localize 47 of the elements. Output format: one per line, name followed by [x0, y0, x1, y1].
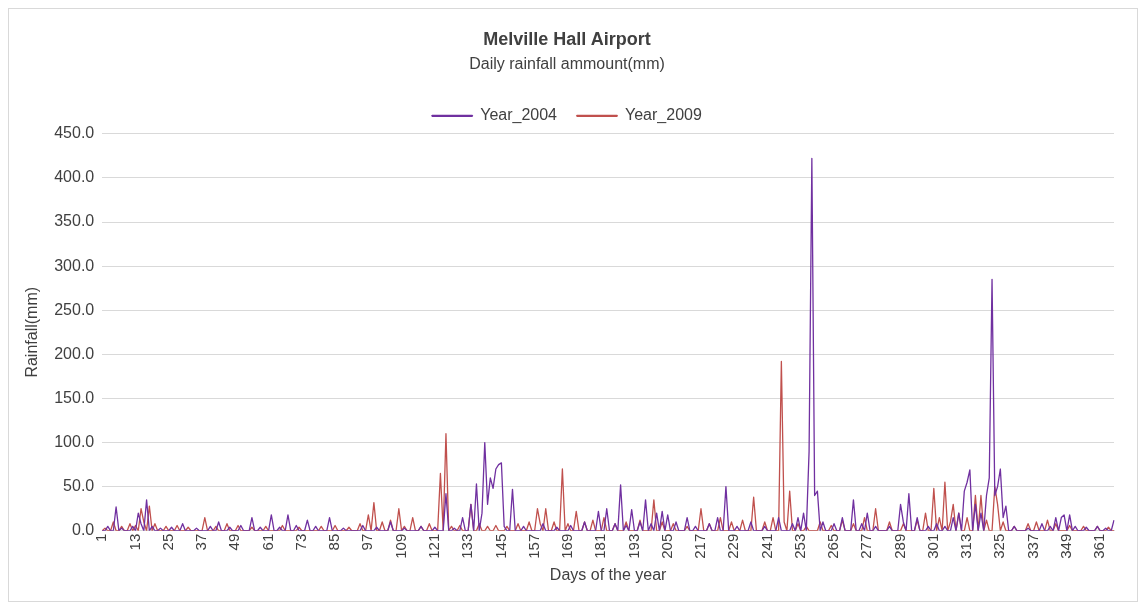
y-tick-label: 150.0	[54, 388, 95, 406]
x-tick-label: 49	[225, 533, 243, 551]
x-tick-label: 205	[657, 533, 675, 559]
x-tick-label: 361	[1090, 533, 1108, 559]
chart-title: Melville Hall Airport	[483, 28, 651, 49]
legend-label: Year_2004	[480, 106, 558, 125]
x-tick-label: 1	[92, 533, 110, 543]
y-axis-title: Rainfall(mm)	[23, 286, 41, 378]
x-tick-label: 349	[1057, 533, 1075, 559]
y-tick-label: 350.0	[54, 212, 95, 230]
y-tick-label: 100.0	[54, 432, 95, 450]
x-tick-label: 301	[923, 533, 941, 559]
x-tick-label: 325	[990, 533, 1008, 559]
x-tick-label: 193	[624, 533, 642, 559]
chart-subtitle: Daily rainfall ammount(mm)	[469, 54, 665, 72]
x-tick-label: 169	[558, 533, 576, 559]
y-tick-label: 300.0	[54, 256, 95, 274]
x-tick-label: 97	[358, 533, 376, 551]
x-tick-label: 37	[192, 533, 210, 551]
x-tick-label: 145	[491, 533, 509, 559]
x-tick-label: 181	[591, 533, 609, 559]
x-tick-label: 25	[158, 533, 176, 551]
x-axis-title: Days of the year	[549, 565, 668, 583]
x-tick-label: 121	[425, 533, 443, 559]
x-tick-label: 265	[824, 533, 842, 559]
x-tick-label: 241	[757, 533, 775, 559]
x-tick-label: 313	[957, 533, 975, 559]
x-tick-label: 337	[1023, 533, 1041, 559]
x-tick-label: 85	[325, 533, 343, 551]
y-tick-label: 250.0	[54, 300, 95, 318]
x-tick-label: 73	[291, 533, 309, 551]
x-tick-label: 13	[125, 533, 143, 551]
x-tick-label: 229	[724, 533, 742, 559]
x-tick-label: 157	[524, 533, 542, 559]
x-tick-label: 289	[890, 533, 908, 559]
x-tick-label: 253	[790, 533, 808, 559]
legend-label: Year_2009	[625, 106, 702, 125]
y-tick-label: 400.0	[54, 168, 95, 186]
x-tick-label: 217	[691, 533, 709, 559]
y-tick-label: 450.0	[54, 124, 95, 142]
y-tick-label: 50.0	[63, 477, 95, 495]
x-tick-label: 109	[391, 533, 409, 559]
x-tick-label: 133	[458, 533, 476, 559]
y-tick-label: 0.0	[71, 521, 95, 539]
y-tick-label: 200.0	[54, 344, 95, 362]
x-tick-label: 61	[258, 533, 276, 551]
x-tick-label: 277	[857, 533, 875, 559]
